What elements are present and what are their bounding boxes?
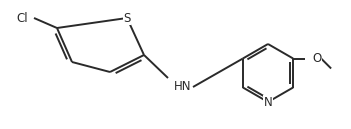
Text: O: O	[312, 52, 322, 65]
Text: S: S	[123, 11, 131, 25]
Text: N: N	[264, 95, 272, 108]
Text: Cl: Cl	[16, 11, 28, 25]
Text: HN: HN	[174, 80, 192, 94]
